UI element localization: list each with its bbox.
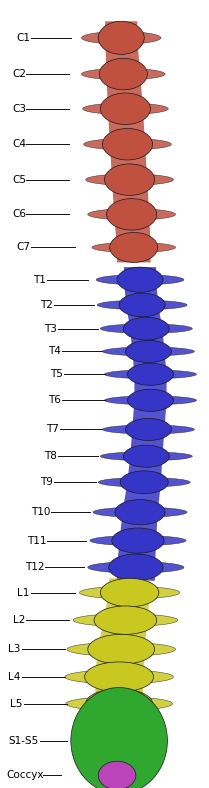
Polygon shape (95, 578, 150, 719)
Text: T3: T3 (44, 324, 57, 333)
Ellipse shape (115, 500, 165, 525)
Ellipse shape (88, 209, 176, 220)
Ellipse shape (125, 340, 171, 362)
Text: C2: C2 (13, 69, 27, 79)
Text: T5: T5 (50, 370, 63, 379)
Ellipse shape (98, 478, 190, 487)
Ellipse shape (94, 606, 157, 634)
Text: Coccyx: Coccyx (6, 771, 44, 780)
Ellipse shape (125, 418, 171, 440)
Text: T2: T2 (40, 300, 53, 310)
Ellipse shape (119, 293, 165, 317)
Text: T9: T9 (40, 478, 53, 487)
Ellipse shape (67, 642, 176, 656)
Text: C4: C4 (13, 139, 27, 149)
Ellipse shape (73, 614, 178, 626)
Text: T7: T7 (46, 425, 59, 434)
Ellipse shape (117, 267, 163, 292)
Text: S1-S5: S1-S5 (8, 736, 39, 745)
Ellipse shape (120, 471, 168, 493)
Ellipse shape (97, 300, 187, 310)
Ellipse shape (98, 761, 136, 788)
Text: L1: L1 (17, 588, 29, 597)
Ellipse shape (93, 507, 187, 517)
Text: T4: T4 (48, 347, 61, 356)
Polygon shape (117, 267, 167, 581)
Ellipse shape (66, 697, 172, 711)
Ellipse shape (102, 347, 194, 356)
Ellipse shape (112, 528, 164, 553)
Text: L5: L5 (10, 699, 23, 708)
Ellipse shape (100, 93, 150, 125)
Ellipse shape (79, 586, 180, 599)
Ellipse shape (127, 363, 173, 385)
Ellipse shape (88, 562, 184, 573)
Ellipse shape (100, 578, 159, 607)
Text: C3: C3 (13, 104, 27, 113)
Ellipse shape (100, 452, 192, 461)
Ellipse shape (107, 199, 157, 230)
Ellipse shape (98, 21, 144, 54)
Text: C5: C5 (13, 175, 27, 184)
Text: C1: C1 (17, 33, 31, 43)
Ellipse shape (127, 389, 173, 411)
Ellipse shape (82, 69, 165, 80)
Ellipse shape (100, 324, 192, 333)
Ellipse shape (88, 634, 155, 664)
Ellipse shape (83, 103, 168, 114)
Ellipse shape (86, 689, 153, 719)
Ellipse shape (99, 58, 147, 90)
Ellipse shape (102, 128, 153, 160)
Ellipse shape (90, 536, 186, 545)
Text: L2: L2 (13, 615, 25, 625)
Ellipse shape (104, 396, 196, 405)
Ellipse shape (102, 425, 194, 434)
Ellipse shape (82, 32, 161, 44)
Ellipse shape (65, 670, 173, 684)
Text: C7: C7 (17, 243, 31, 252)
Ellipse shape (123, 318, 169, 340)
Ellipse shape (92, 243, 176, 252)
Text: L3: L3 (8, 645, 21, 654)
Ellipse shape (104, 370, 196, 379)
Ellipse shape (109, 554, 163, 581)
Ellipse shape (96, 275, 184, 284)
Text: T10: T10 (31, 507, 51, 517)
Text: C6: C6 (13, 210, 27, 219)
Text: T1: T1 (33, 275, 46, 284)
Text: T12: T12 (25, 563, 45, 572)
Text: T6: T6 (48, 396, 61, 405)
Ellipse shape (85, 662, 154, 692)
Text: L4: L4 (8, 672, 21, 682)
Ellipse shape (86, 174, 173, 185)
Ellipse shape (110, 232, 158, 262)
Text: T8: T8 (44, 452, 57, 461)
Ellipse shape (84, 139, 171, 150)
Ellipse shape (123, 445, 169, 467)
Text: T11: T11 (27, 536, 47, 545)
Polygon shape (105, 21, 150, 262)
Ellipse shape (71, 687, 167, 788)
Ellipse shape (104, 164, 155, 195)
